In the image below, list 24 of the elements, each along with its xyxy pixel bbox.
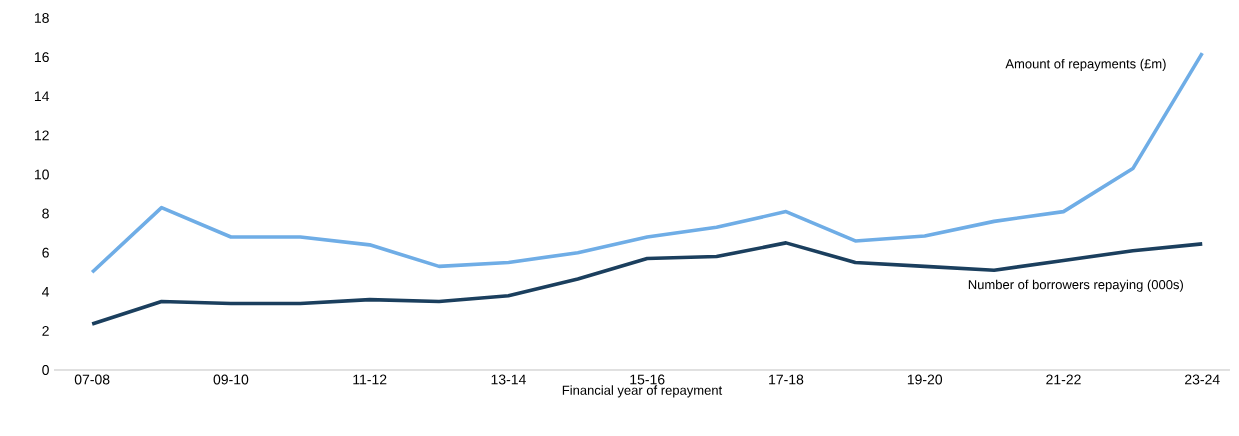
x-tick-label: 11-12 (353, 374, 387, 385)
y-tick-label: 18 (34, 13, 49, 23)
y-tick-label: 2 (42, 325, 49, 336)
y-tick-label: 4 (42, 286, 50, 297)
x-tick-label: 07-08 (74, 374, 110, 385)
x-tick-label: 15-16 (630, 374, 665, 385)
x-tick-label: 19-20 (907, 374, 943, 385)
y-tick-label: 16 (34, 52, 49, 63)
y-tick-label: 14 (34, 91, 50, 102)
x-tick-label: 23-24 (1185, 374, 1220, 385)
y-tick-label: 0 (42, 365, 49, 375)
x-tick-label: 13-14 (491, 374, 526, 385)
x-tick-label: 17-18 (769, 374, 804, 385)
line-series (90, 241, 1205, 326)
line-series (90, 51, 1205, 275)
series-label: Amount of repayments (£m) (1005, 58, 1166, 71)
y-tick-label: 8 (42, 208, 49, 219)
y-tick-label: 6 (42, 247, 49, 258)
y-tick-label: 10 (34, 169, 49, 180)
series-label: Number of borrowers repaying (000s) (968, 279, 1183, 292)
x-tick-label: 21-22 (1046, 374, 1081, 385)
x-tick-label: 09-10 (213, 374, 249, 385)
x-axis-title: Financial year of repayment (562, 385, 723, 398)
y-tick-label: 12 (34, 130, 49, 141)
